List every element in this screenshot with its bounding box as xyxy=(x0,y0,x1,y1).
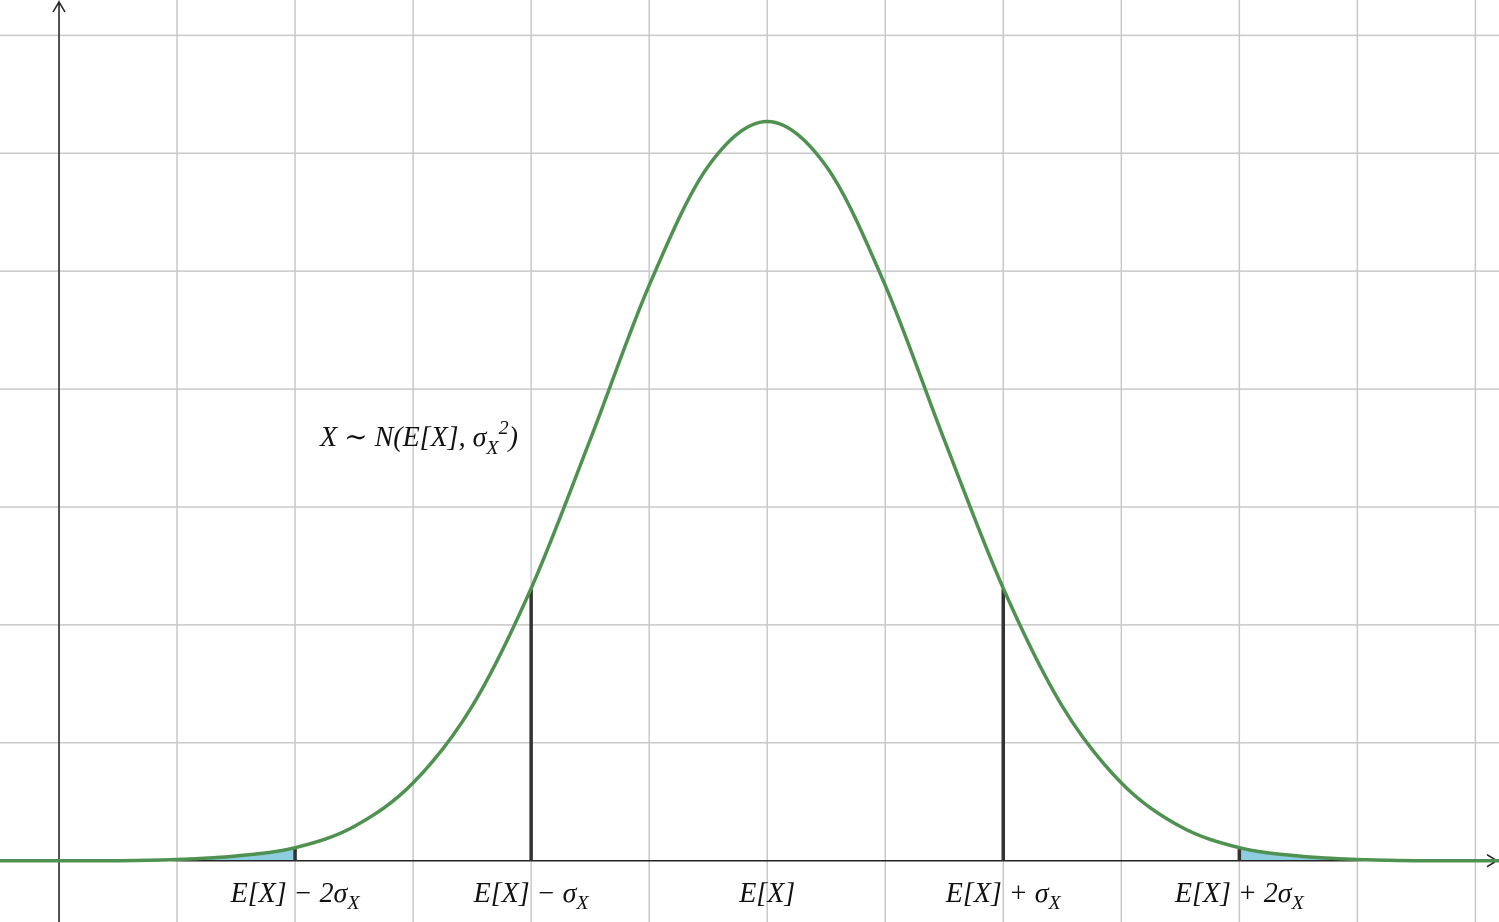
annotation-sub: X xyxy=(485,437,499,459)
annotation-close: ) xyxy=(507,422,518,453)
marker-label-sub: X xyxy=(346,892,360,914)
marker-label-main: E[X] − σ xyxy=(473,878,578,909)
marker-label-sub: X xyxy=(575,892,589,914)
marker-label: E[X] xyxy=(738,878,795,909)
y-axis-arrow xyxy=(52,0,66,13)
marker-label-main: E[X] − 2σ xyxy=(230,878,349,909)
annotation-sup: 2 xyxy=(499,417,509,439)
marker-label-sub: X xyxy=(1291,892,1305,914)
marker-label: E[X] + 2σX xyxy=(1174,878,1305,914)
marker-label: E[X] + σX xyxy=(945,878,1062,914)
marker-label: E[X] − 2σX xyxy=(230,878,361,914)
marker-label-main: E[X] + 2σ xyxy=(1174,878,1293,909)
marker-label: E[X] − σX xyxy=(473,878,590,914)
marker-label-main: E[X] xyxy=(738,878,795,909)
density-curve xyxy=(0,119,1499,863)
annotation: X ∼ N(E[X], σX2) xyxy=(319,417,518,459)
annotation-main: X ∼ N(E[X], σ xyxy=(319,422,488,453)
marker-label-sub: X xyxy=(1048,892,1062,914)
marker-label-main: E[X] + σ xyxy=(945,878,1050,909)
